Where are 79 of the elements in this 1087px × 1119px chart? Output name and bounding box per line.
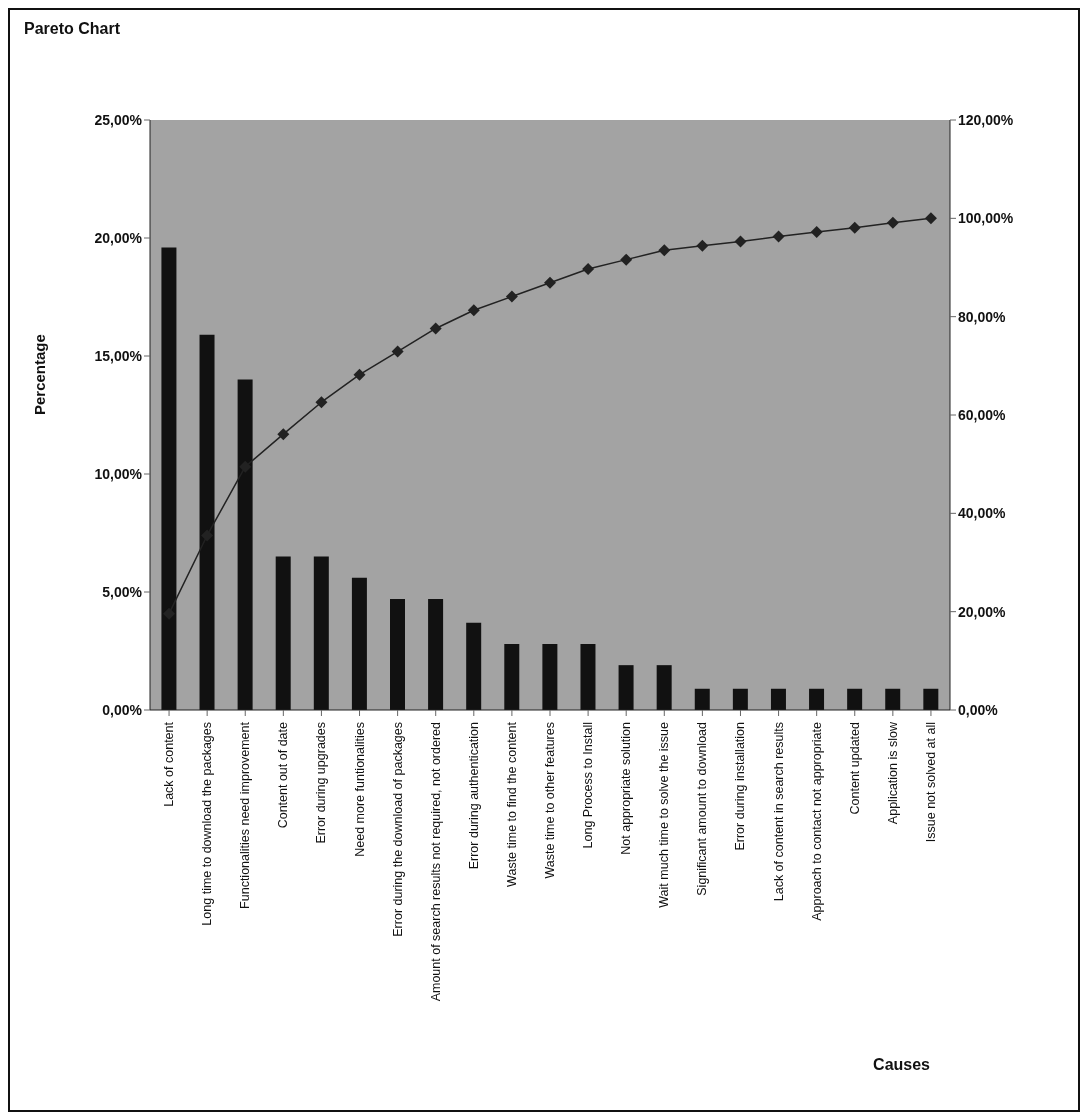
x-tick-label: Long Process to Install — [581, 722, 596, 849]
y-tick-label: 10,00% — [94, 465, 143, 482]
point — [391, 345, 404, 358]
x-tick-label: Long time to download the packages — [200, 722, 215, 926]
bar — [428, 599, 444, 710]
bar — [847, 688, 863, 710]
bar — [542, 643, 558, 710]
point — [163, 607, 176, 620]
x-axis-title: Causes — [873, 1056, 931, 1073]
bar — [809, 688, 825, 710]
point — [924, 212, 937, 225]
x-tick-label: Content updated — [847, 721, 862, 815]
x-tick-label: Waste time to find the content — [504, 721, 519, 887]
bar — [885, 688, 901, 710]
bar — [275, 556, 291, 710]
x-tick-label: Approach to contact not appropriate — [809, 721, 824, 921]
y-tick-label: 25,00% — [94, 111, 143, 128]
x-tick-label: Lack of content in search results — [771, 722, 786, 902]
x-tick-label: Issue not solved at all — [923, 722, 938, 843]
x-tick-label: Error during authentication — [466, 721, 481, 870]
point — [620, 253, 633, 266]
bar — [618, 665, 634, 710]
y-axis-title: Percentage — [31, 334, 49, 415]
y2-tick-label: 0,00% — [958, 701, 999, 718]
bar — [161, 247, 177, 710]
chart-title: Pareto Chart — [24, 20, 121, 38]
y2-tick-label: 120,00% — [958, 111, 1014, 128]
y-tick-label: 20,00% — [94, 229, 143, 246]
y-tick-label: 15,00% — [94, 347, 143, 364]
bar — [923, 688, 939, 710]
point — [886, 216, 899, 229]
x-tick-label: Waste time to other features — [543, 722, 557, 879]
x-tick-label: Content out of date — [276, 721, 291, 829]
point — [582, 262, 595, 275]
y2-tick-label: 100,00% — [958, 210, 1014, 227]
point — [201, 529, 214, 542]
x-tick-label: Application is slow — [885, 721, 900, 825]
bar — [580, 643, 596, 710]
point — [658, 244, 671, 257]
bar — [313, 556, 329, 710]
bar — [237, 379, 253, 710]
bar — [504, 643, 520, 710]
x-tick-label: Lack of content — [162, 721, 177, 807]
bar — [770, 688, 786, 710]
point — [277, 428, 290, 441]
x-tick-label: Need more funtionalities — [352, 722, 367, 857]
point — [810, 226, 823, 239]
x-tick-label: Error during the download of packages — [390, 722, 405, 937]
bar — [351, 577, 367, 710]
x-tick-label: Wait much time to solve the issue — [657, 721, 672, 908]
bar — [694, 688, 710, 710]
bar — [390, 599, 405, 710]
point — [239, 460, 252, 473]
y-tick-label: 5,00% — [102, 583, 143, 600]
point — [467, 304, 480, 317]
x-tick-label: Error during installation — [733, 721, 748, 851]
x-tick-label: Error during upgrades — [314, 722, 329, 844]
bar — [732, 688, 748, 710]
point — [734, 235, 747, 248]
point — [353, 368, 366, 381]
point — [772, 230, 785, 243]
point — [315, 396, 328, 409]
y2-tick-label: 60,00% — [958, 406, 1007, 423]
bar — [199, 334, 215, 710]
x-tick-label: Not appropriate solution — [619, 721, 634, 855]
point — [848, 221, 861, 234]
y2-tick-label: 40,00% — [958, 505, 1007, 522]
y2-tick-label: 20,00% — [958, 603, 1007, 620]
x-tick-label: Functionalities need improvement — [238, 721, 253, 909]
bar — [656, 665, 672, 710]
point — [696, 239, 709, 252]
point — [429, 322, 442, 335]
y2-tick-label: 80,00% — [958, 308, 1007, 325]
point — [505, 290, 518, 303]
x-tick-label: Significant amount to download — [695, 721, 710, 896]
x-tick-label: Amount of search results not required, not ordered — [428, 721, 443, 1002]
y-tick-label: 0,00% — [102, 701, 143, 718]
bar — [466, 622, 482, 710]
point — [544, 276, 556, 289]
